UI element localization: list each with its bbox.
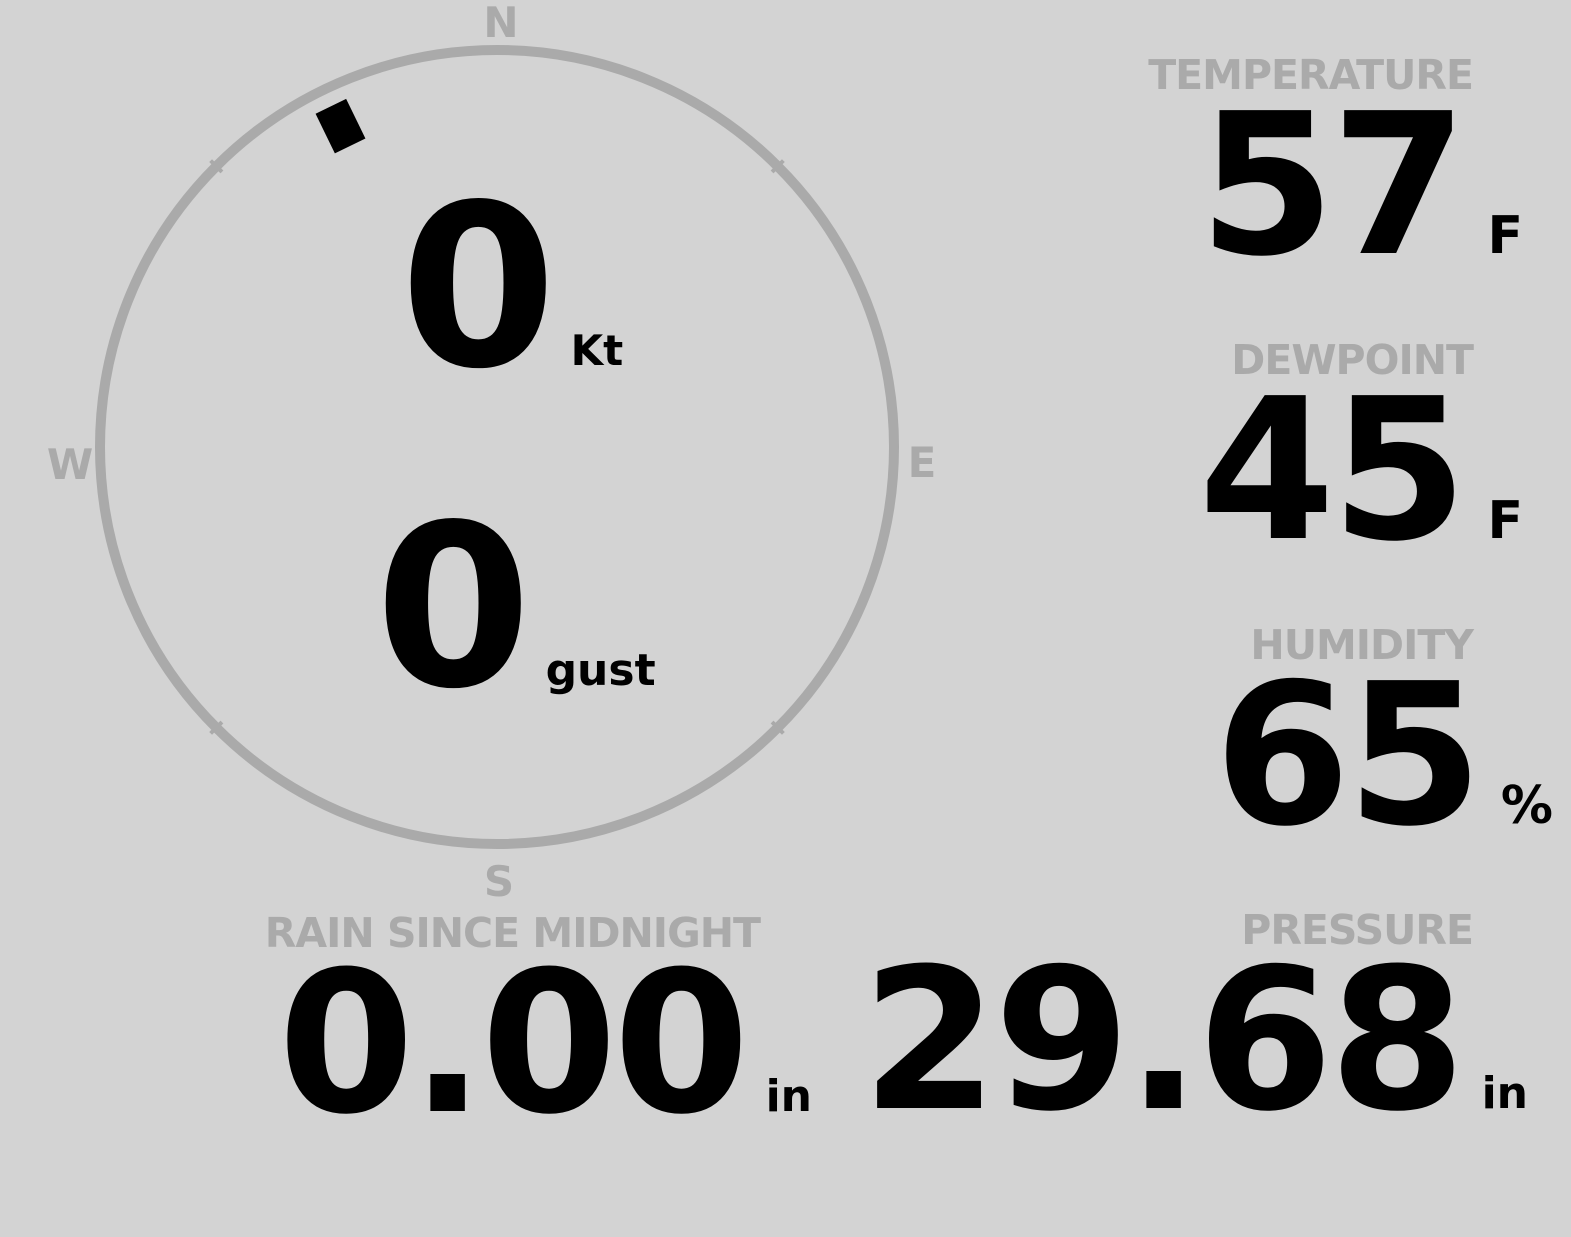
humidity-label: HUMIDITY xyxy=(1250,621,1474,669)
dewpoint-value: 45 xyxy=(1198,357,1468,585)
rain-unit: in xyxy=(765,1071,812,1122)
compass-south: S xyxy=(483,857,515,906)
wind-speed-value: 0 xyxy=(400,157,557,419)
dewpoint-card: DEWPOINT 45 F xyxy=(1198,336,1523,585)
pressure-card: PRESSURE 29.68 in xyxy=(861,906,1528,1155)
compass-north: N xyxy=(483,0,519,47)
compass-east: E xyxy=(907,438,937,487)
wind-gust: 0 gust xyxy=(375,496,656,721)
compass-tick xyxy=(209,720,224,735)
humidity-unit: % xyxy=(1500,776,1553,836)
compass-tick xyxy=(770,720,785,735)
dewpoint-label: DEWPOINT xyxy=(1231,336,1474,384)
compass-tick xyxy=(209,159,224,174)
temperature-value: 57 xyxy=(1198,72,1468,300)
pressure-unit: in xyxy=(1481,1068,1528,1119)
compass-ring xyxy=(95,45,899,849)
wind-compass xyxy=(95,45,899,849)
pressure-value: 29.68 xyxy=(861,927,1466,1155)
wind-gust-unit: gust xyxy=(545,645,656,696)
wind-direction-marker xyxy=(315,98,366,154)
wind-speed: 0 Kt xyxy=(400,176,623,401)
temperature-label: TEMPERATURE xyxy=(1148,51,1474,99)
compass-west: W xyxy=(46,440,94,489)
dewpoint-unit: F xyxy=(1487,491,1523,551)
pressure-label: PRESSURE xyxy=(1241,906,1474,954)
compass-tick xyxy=(770,159,785,174)
wind-gust-value: 0 xyxy=(375,477,532,739)
temperature-unit: F xyxy=(1487,206,1523,266)
rain-label: RAIN SINCE MIDNIGHT xyxy=(264,909,761,957)
rain-value: 0.00 xyxy=(278,930,750,1158)
humidity-card: HUMIDITY 65 % xyxy=(1214,621,1553,855)
rain-card: RAIN SINCE MIDNIGHT 0.00 in xyxy=(258,909,812,1158)
temperature-card: TEMPERATURE 57 F xyxy=(1148,51,1523,300)
wind-speed-unit: Kt xyxy=(570,326,624,375)
humidity-value: 65 xyxy=(1214,642,1483,870)
